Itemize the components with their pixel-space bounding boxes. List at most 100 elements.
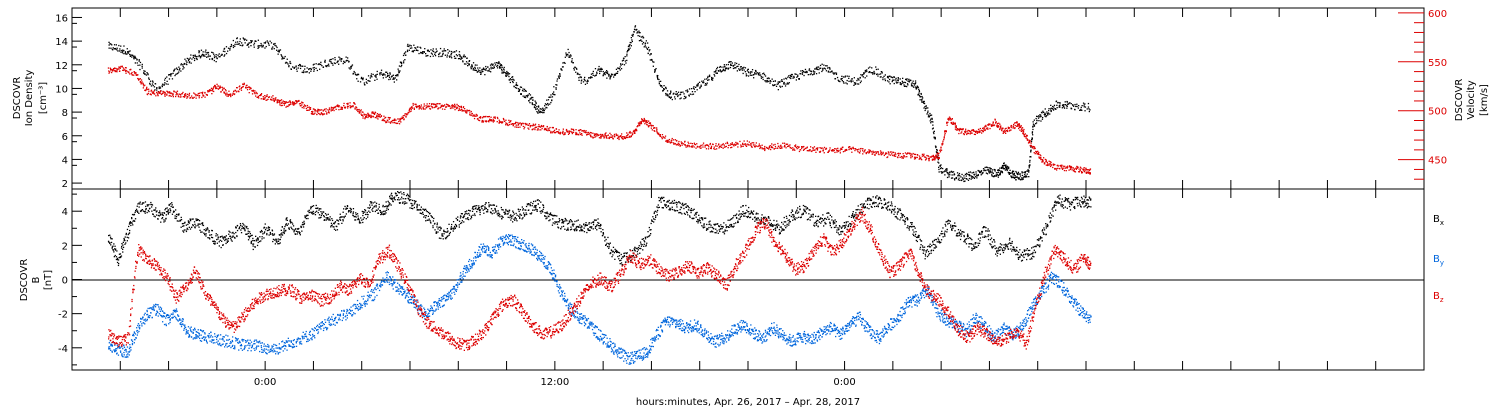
velocity-point: [885, 152, 887, 154]
velocity-point: [600, 136, 602, 138]
density-point: [940, 167, 942, 169]
density-point: [600, 68, 602, 71]
density-point: [636, 32, 638, 34]
density-point: [776, 83, 778, 85]
velocity-point: [794, 149, 796, 151]
density-point: [698, 81, 701, 83]
density-point: [264, 47, 266, 49]
bx-point: [171, 204, 173, 206]
velocity-point: [706, 144, 708, 146]
velocity-point: [472, 115, 474, 117]
density-point: [493, 67, 495, 69]
density-point: [1035, 117, 1037, 120]
density-point: [674, 93, 677, 95]
density-point: [656, 75, 658, 77]
velocity-point: [330, 106, 333, 108]
density-point: [864, 71, 866, 73]
velocity-point: [698, 146, 700, 148]
velocity-point: [654, 127, 656, 129]
density-point: [598, 65, 600, 68]
density-point: [136, 62, 138, 64]
velocity-point: [579, 129, 581, 131]
bx-point: [185, 224, 187, 226]
velocity-point: [120, 65, 122, 68]
density-point: [734, 62, 736, 64]
velocity-point: [571, 128, 573, 130]
velocity-point: [183, 94, 186, 96]
density-point: [568, 51, 570, 54]
velocity-point: [484, 116, 486, 118]
density-point: [501, 70, 503, 72]
density-point: [187, 60, 190, 62]
bx-point: [133, 219, 135, 222]
velocity-point: [537, 126, 539, 128]
density-point: [1032, 128, 1034, 131]
density-point: [198, 50, 201, 52]
density-point: [203, 55, 205, 57]
velocity-point: [1040, 157, 1042, 159]
density-point: [927, 114, 930, 116]
density-point: [559, 73, 561, 75]
density-point: [1047, 113, 1049, 115]
density-point: [120, 51, 122, 53]
density-point: [359, 81, 362, 83]
density-point: [827, 67, 829, 69]
velocity-point: [580, 133, 582, 136]
velocity-point: [502, 121, 504, 123]
density-point: [677, 95, 679, 98]
velocity-point: [685, 145, 687, 147]
velocity-point: [271, 96, 273, 98]
density-point: [149, 82, 151, 84]
density-point: [485, 65, 487, 68]
velocity-point: [378, 114, 380, 116]
density-point: [602, 74, 604, 76]
density-point: [1031, 139, 1033, 141]
density-point: [357, 73, 360, 76]
velocity-point: [409, 111, 411, 113]
density-point: [395, 75, 397, 77]
bx-point: [113, 243, 115, 245]
density-point: [574, 66, 576, 68]
bx-point: [180, 216, 182, 219]
velocity-point: [821, 147, 823, 149]
velocity-point: [464, 110, 466, 112]
velocity-point: [1008, 127, 1010, 129]
velocity-point: [659, 134, 661, 136]
density-point: [1074, 108, 1076, 111]
density-point: [927, 107, 929, 109]
density-point: [709, 75, 711, 78]
density-point: [477, 67, 479, 69]
velocity-point: [193, 96, 195, 98]
velocity-point: [410, 110, 412, 112]
velocity-point: [343, 105, 345, 107]
velocity-point: [351, 105, 353, 107]
density-point: [236, 43, 238, 45]
density-point: [922, 97, 924, 99]
velocity-point: [829, 149, 831, 151]
velocity-point: [692, 145, 694, 147]
velocity-point: [649, 122, 651, 124]
density-point: [146, 72, 148, 74]
velocity-point: [622, 138, 624, 140]
density-point: [120, 45, 122, 47]
density-point: [1088, 108, 1090, 110]
velocity-point: [747, 144, 749, 146]
density-point: [946, 171, 949, 174]
velocity-point: [985, 124, 987, 127]
velocity-point: [1003, 131, 1005, 134]
density-point: [138, 59, 140, 61]
density-point: [968, 171, 970, 173]
velocity-point: [567, 131, 569, 133]
density-point: [961, 173, 963, 176]
density-point: [551, 99, 553, 101]
velocity-point: [535, 126, 537, 128]
bx-point: [275, 238, 277, 240]
density-point: [286, 58, 288, 60]
velocity-point: [735, 143, 737, 146]
velocity-point: [727, 147, 729, 149]
velocity-point: [637, 122, 640, 124]
velocity-point: [246, 89, 249, 91]
density-point: [491, 64, 494, 66]
density-point: [159, 87, 162, 89]
velocity-point: [987, 124, 989, 126]
